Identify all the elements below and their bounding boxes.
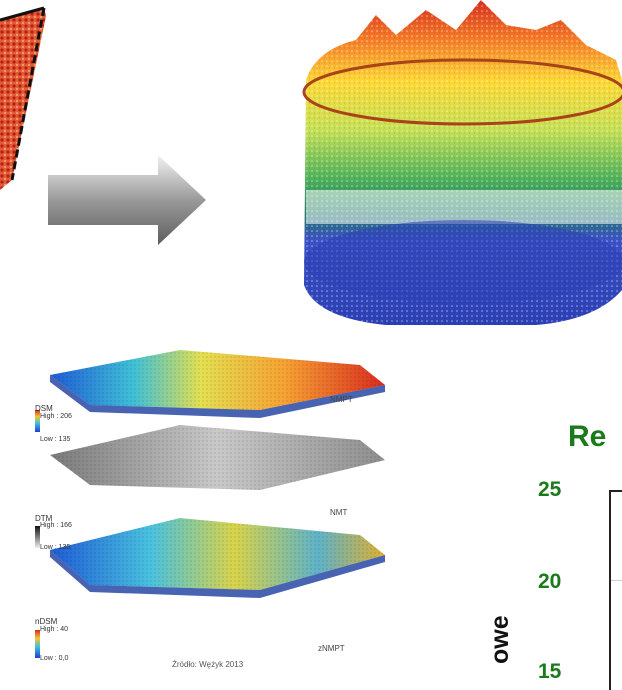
dsm-legend-high: High : 206 <box>40 413 72 420</box>
source-caption: Źródło: Wężyk 2013 <box>172 660 244 669</box>
ndsm-layer-tag: zNMPT <box>318 644 345 653</box>
y-tick-label: 20 <box>538 570 562 593</box>
y-axis-label-text: owe <box>486 615 514 664</box>
gridline <box>611 580 622 581</box>
plot-area-frame <box>609 490 622 690</box>
y-axis-label: owe <box>470 600 530 664</box>
ndsm-legend-high: High : 40 <box>40 626 69 633</box>
point-cloud-strip-image <box>0 6 46 190</box>
ndsm-legend-low: Low : 0,0 <box>40 655 69 662</box>
dem-layers-figure <box>35 350 385 658</box>
y-tick-label: 15 <box>538 660 562 683</box>
dtm-legend-high: High : 166 <box>40 522 72 529</box>
dsm-legend-title: DSM <box>35 404 53 413</box>
cylinder-point-cloud-image <box>302 0 622 325</box>
right-arrow-icon <box>48 155 206 245</box>
ndsm-legend-title: nDSM <box>35 617 58 626</box>
dsm-legend-low: Low : 135 <box>40 436 71 443</box>
dtm-layer-tag: NMT <box>330 508 348 517</box>
dtm-legend-low: Low : 135 <box>40 544 71 551</box>
dtm-legend-title: DTM <box>35 514 53 523</box>
y-tick-label: 25 <box>538 478 562 501</box>
chart-title: Re <box>568 420 607 453</box>
dsm-layer-tag: NMPT <box>330 395 353 404</box>
